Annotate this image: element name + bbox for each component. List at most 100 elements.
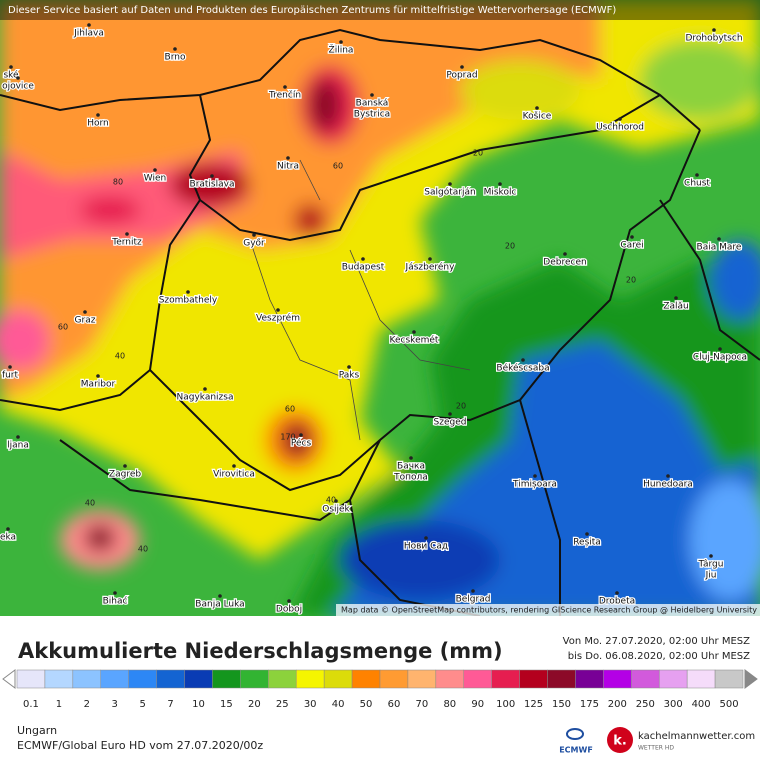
place-label: Belgrad [456,595,491,605]
place-label: Târgu [698,560,724,570]
map: Dieser Service basiert auf Daten und Pro… [0,0,760,616]
place-label: Drohobytsch [685,34,742,44]
contour-label: 20 [626,276,636,285]
place-dot [186,290,190,294]
place-dot [153,168,157,172]
colorbar-tick-label: 80 [443,699,456,710]
model-run: ECMWF/Global Euro HD vom 27.07.2020/00z [17,739,263,752]
kachelmann-logo: kachelmannwetter.com [638,731,755,742]
place-label: Békéscsaba [496,363,549,374]
colorbar-high-arrow [744,669,758,689]
notice-bar [0,0,760,20]
place-dot [347,365,351,369]
place-dot [287,599,291,603]
place-label: Nagykanizsa [177,393,234,403]
place-dot [16,76,20,80]
place-label: Banská [356,99,389,109]
place-dot [424,536,428,540]
place-label: Baia Mare [697,243,742,253]
contour-label: 20 [456,402,466,411]
colorbar-tick-label: 300 [664,699,683,710]
colorbar-tick-label: 125 [524,699,543,710]
place-dot [521,358,525,362]
colorbar-box [379,669,409,689]
contour-label: 20 [473,149,483,158]
place-label: Jiu [705,571,717,581]
place-label: Miskolc [484,188,517,198]
place-label: Hunedoara [643,480,693,490]
colorbar-tick-label: 10 [192,699,205,710]
place-label: Bratislava [190,180,235,190]
place-dot [123,464,127,468]
place-dot [8,365,12,369]
period-start: Von Mo. 27.07.2020, 02:00 Uhr MESZ [563,636,750,647]
contour-label: 40 [326,496,336,505]
place-label: Uschhorod [596,123,644,133]
place-label: Bihać [103,596,128,607]
colorbar-box [547,669,576,689]
place-dot [252,233,256,237]
place-dot [203,387,207,391]
colorbar-tick-label: 7 [167,699,173,710]
place-label: Reșita [573,538,601,548]
legend-title: Akkumulierte Niederschlagsmenge (mm) [18,639,503,663]
colorbar-box [351,669,381,689]
place-label: Bystrica [354,110,390,120]
kachelmann-tagline: WETTER HD [638,745,674,752]
place-label: Paks [339,371,360,381]
colorbar: 0.1 1 2 3 5 7 10 15 20 25 30 40 50 60 70 80 90 100 125 150 1… [2,669,758,710]
service-notice: Dieser Service basiert auf Daten und Pro… [8,5,616,16]
place-dot [712,28,716,32]
colorbar-tick-label: 250 [636,699,655,710]
place-dot [709,554,713,558]
colorbar-tick-label: 15 [220,699,233,710]
place-dot [16,435,20,439]
place-dot [409,456,413,460]
place-dot [173,47,177,51]
place-dot [535,106,539,110]
contour-label: 40 [138,545,148,554]
place-dot [674,296,678,300]
place-dot [361,257,365,261]
place-label: Drobeta [599,597,635,607]
colorbar-box [435,669,465,689]
place-dot [6,527,10,531]
place-label: ské [3,70,19,81]
colorbar-tick-label: 60 [388,699,401,710]
contour-label: 60 [285,405,295,414]
place-dot [471,589,475,593]
colorbar-box [631,669,660,689]
colorbar-box [714,669,744,689]
colorbar-box [575,669,604,689]
precip-field [0,0,760,616]
colorbar-box [184,669,213,689]
place-label: ljana [7,441,29,451]
contour-label: 40 [85,499,95,508]
place-dot [125,232,129,236]
contour-label: 170 [280,433,295,442]
attribution: Map data © OpenStreetMap contributors, r… [341,606,757,615]
contour-label: 60 [58,323,68,332]
place-label: furt [2,371,19,381]
place-label: Nitra [277,162,299,172]
place-label: Zalău [663,302,688,312]
place-dot [370,93,374,97]
place-label: eka [0,533,16,543]
colorbar-low-arrow [2,669,16,689]
place-label: Salgótarján [424,187,475,198]
colorbar-box [100,669,129,689]
place-label: Horn [87,119,109,129]
place-dot [666,474,670,478]
place-label: Graz [75,316,96,326]
place-dot [87,23,91,27]
county-lines [249,159,471,441]
place-dot [717,237,721,241]
place-dot [83,310,87,314]
place-dot [412,330,416,334]
place-dot [718,347,722,351]
place-dot [630,235,634,239]
colorbar-tick-label: 40 [332,699,345,710]
colorbar-tick-label: 5 [139,699,145,710]
colorbar-tick-label: 200 [608,699,627,710]
